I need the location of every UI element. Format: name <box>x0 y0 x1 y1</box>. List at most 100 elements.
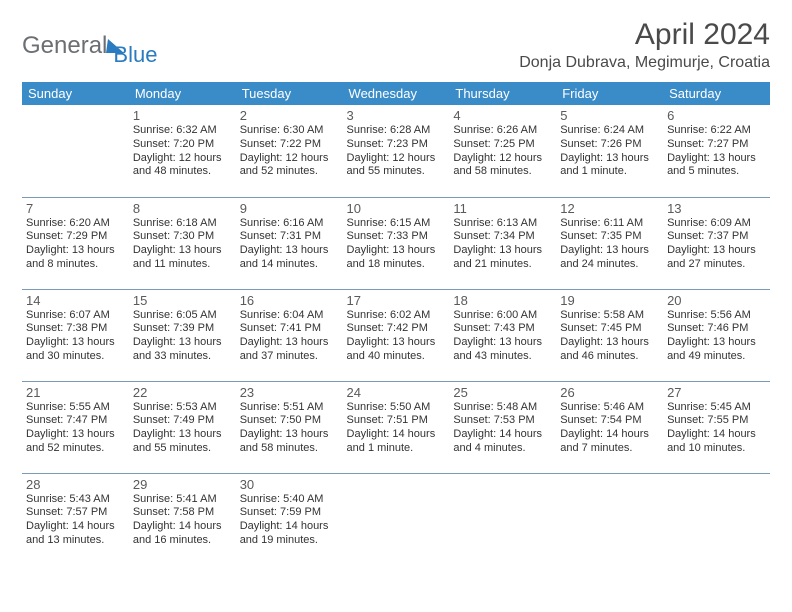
day-number: 26 <box>560 385 659 400</box>
daylight-text-2: and 49 minutes. <box>667 350 766 364</box>
calendar-cell: 29Sunrise: 5:41 AMSunset: 7:58 PMDayligh… <box>129 473 236 565</box>
day-number: 30 <box>240 477 339 492</box>
calendar-cell: 28Sunrise: 5:43 AMSunset: 7:57 PMDayligh… <box>22 473 129 565</box>
day-number: 18 <box>453 293 552 308</box>
daylight-text-1: Daylight: 14 hours <box>26 520 125 534</box>
daylight-text-1: Daylight: 13 hours <box>133 336 232 350</box>
brand-logo: General Blue <box>22 18 157 68</box>
sunset-text: Sunset: 7:51 PM <box>347 414 446 428</box>
sunset-text: Sunset: 7:53 PM <box>453 414 552 428</box>
day-number: 15 <box>133 293 232 308</box>
calendar-week-row: 7Sunrise: 6:20 AMSunset: 7:29 PM Daylight… <box>22 197 770 289</box>
calendar-cell: 23Sunrise: 5:51 AMSunset: 7:50 PMDayligh… <box>236 381 343 473</box>
calendar-week-row: 1Sunrise: 6:32 AMSunset: 7:20 PMDaylight… <box>22 105 770 197</box>
day-number: 25 <box>453 385 552 400</box>
daylight-text-2: and 40 minutes. <box>347 350 446 364</box>
calendar-cell <box>556 473 663 565</box>
sunrise-text: Sunrise: 6:22 AM <box>667 124 766 138</box>
daylight-text-2: and 52 minutes. <box>240 165 339 179</box>
day-number: 9 <box>240 201 339 216</box>
sunset-text: Sunset: 7:23 PM <box>347 138 446 152</box>
day-number: 7 <box>26 201 125 216</box>
sunset-text: Sunset: 7:43 PM <box>453 322 552 336</box>
sunset-text: Sunset: 7:22 PM <box>240 138 339 152</box>
calendar-cell: 26Sunrise: 5:46 AMSunset: 7:54 PMDayligh… <box>556 381 663 473</box>
daylight-text-1: Daylight: 14 hours <box>453 428 552 442</box>
daylight-text-1: Daylight: 14 hours <box>667 428 766 442</box>
sunrise-text: Sunrise: 5:50 AM <box>347 401 446 415</box>
sunset-text: Sunset: 7:47 PM <box>26 414 125 428</box>
daylight-text-2: and 43 minutes. <box>453 350 552 364</box>
daylight-text-1: Daylight: 13 hours <box>453 336 552 350</box>
day-number: 4 <box>453 108 552 123</box>
calendar-table: SundayMondayTuesdayWednesdayThursdayFrid… <box>22 82 770 565</box>
daylight-text-2: and 18 minutes. <box>347 258 446 272</box>
day-info: Sunrise: 5:55 AMSunset: 7:47 PMDaylight:… <box>26 401 125 456</box>
sunrise-text: Sunrise: 6:30 AM <box>240 124 339 138</box>
weekday-header: Friday <box>556 82 663 105</box>
daylight-text-2: and 27 minutes. <box>667 258 766 272</box>
day-number: 21 <box>26 385 125 400</box>
sunrise-text: Sunrise: 5:45 AM <box>667 401 766 415</box>
sunrise-text: Sunrise: 6:04 AM <box>240 309 339 323</box>
daylight-text-2: and 10 minutes. <box>667 442 766 456</box>
daylight-text-2: and 55 minutes. <box>133 442 232 456</box>
sunset-text: Sunset: 7:29 PM <box>26 230 125 244</box>
brand-word-1: General <box>22 32 107 60</box>
sunset-text: Sunset: 7:57 PM <box>26 506 125 520</box>
sunset-text: Sunset: 7:45 PM <box>560 322 659 336</box>
sunrise-text: Sunrise: 6:24 AM <box>560 124 659 138</box>
title-block: April 2024 Donja Dubrava, Megimurje, Cro… <box>519 18 770 72</box>
day-info: Sunrise: 6:16 AMSunset: 7:31 PMDaylight:… <box>240 217 339 272</box>
day-info: Sunrise: 5:51 AMSunset: 7:50 PMDaylight:… <box>240 401 339 456</box>
sunrise-text: Sunrise: 6:07 AM <box>26 309 125 323</box>
calendar-cell: 15Sunrise: 6:05 AMSunset: 7:39 PMDayligh… <box>129 289 236 381</box>
calendar-cell: 12Sunrise: 6:11 AMSunset: 7:35 PMDayligh… <box>556 197 663 289</box>
day-info: Sunrise: 5:48 AMSunset: 7:53 PMDaylight:… <box>453 401 552 456</box>
day-info: Sunrise: 6:07 AMSunset: 7:38 PMDaylight:… <box>26 309 125 364</box>
daylight-text-1: Daylight: 13 hours <box>240 428 339 442</box>
sunrise-text: Sunrise: 5:41 AM <box>133 493 232 507</box>
day-number: 13 <box>667 201 766 216</box>
day-number: 23 <box>240 385 339 400</box>
sunrise-text: Sunrise: 6:20 AM <box>26 217 125 231</box>
location-text: Donja Dubrava, Megimurje, Croatia <box>519 54 770 72</box>
day-info: Sunrise: 6:02 AMSunset: 7:42 PMDaylight:… <box>347 309 446 364</box>
daylight-text-2: and 1 minute. <box>347 442 446 456</box>
day-number: 14 <box>26 293 125 308</box>
daylight-text-2: and 46 minutes. <box>560 350 659 364</box>
sunrise-text: Sunrise: 6:09 AM <box>667 217 766 231</box>
daylight-text-1: Daylight: 12 hours <box>453 152 552 166</box>
day-number: 19 <box>560 293 659 308</box>
sunset-text: Sunset: 7:31 PM <box>240 230 339 244</box>
day-number: 20 <box>667 293 766 308</box>
daylight-text-2: and 48 minutes. <box>133 165 232 179</box>
sunrise-text: Sunrise: 5:56 AM <box>667 309 766 323</box>
calendar-cell: 6Sunrise: 6:22 AMSunset: 7:27 PMDaylight… <box>663 105 770 197</box>
sunrise-text: Sunrise: 6:15 AM <box>347 217 446 231</box>
daylight-text-2: and 7 minutes. <box>560 442 659 456</box>
daylight-text-2: and 19 minutes. <box>240 534 339 548</box>
sunset-text: Sunset: 7:35 PM <box>560 230 659 244</box>
daylight-text-2: and 16 minutes. <box>133 534 232 548</box>
calendar-cell: 27Sunrise: 5:45 AMSunset: 7:55 PMDayligh… <box>663 381 770 473</box>
day-number: 6 <box>667 108 766 123</box>
sunrise-text: Sunrise: 5:53 AM <box>133 401 232 415</box>
calendar-cell: 20Sunrise: 5:56 AMSunset: 7:46 PMDayligh… <box>663 289 770 381</box>
sunset-text: Sunset: 7:39 PM <box>133 322 232 336</box>
calendar-cell: 22Sunrise: 5:53 AMSunset: 7:49 PMDayligh… <box>129 381 236 473</box>
calendar-cell: 2Sunrise: 6:30 AMSunset: 7:22 PMDaylight… <box>236 105 343 197</box>
day-number: 17 <box>347 293 446 308</box>
weekday-header: Saturday <box>663 82 770 105</box>
daylight-text-1: Daylight: 13 hours <box>347 336 446 350</box>
daylight-text-2: and 4 minutes. <box>453 442 552 456</box>
sunrise-text: Sunrise: 6:05 AM <box>133 309 232 323</box>
calendar-cell: 25Sunrise: 5:48 AMSunset: 7:53 PMDayligh… <box>449 381 556 473</box>
sunset-text: Sunset: 7:58 PM <box>133 506 232 520</box>
daylight-text-1: Daylight: 13 hours <box>133 428 232 442</box>
daylight-text-1: Daylight: 12 hours <box>240 152 339 166</box>
calendar-week-row: 28Sunrise: 5:43 AMSunset: 7:57 PMDayligh… <box>22 473 770 565</box>
day-number: 2 <box>240 108 339 123</box>
day-number: 1 <box>133 108 232 123</box>
daylight-text-1: Daylight: 13 hours <box>133 244 232 258</box>
